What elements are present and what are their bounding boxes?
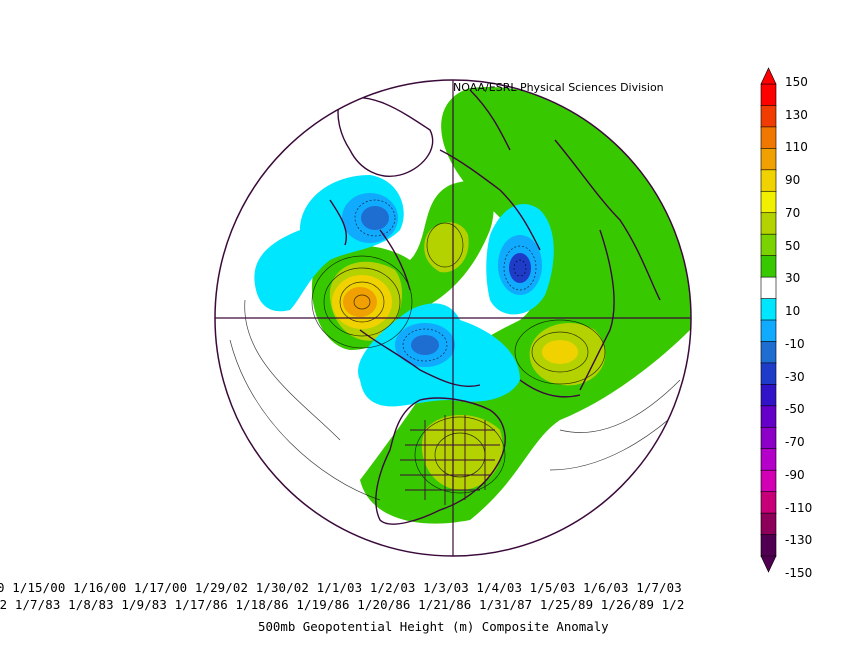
anomaly-core-yellow-2 <box>542 340 578 364</box>
composite-dates-row-2: 32 1/7/83 1/8/83 1/9/83 1/17/86 1/18/86 … <box>0 597 685 612</box>
colorbar-swatch <box>760 534 777 557</box>
colorbar-swatch <box>760 190 777 214</box>
colorbar-swatch <box>760 148 777 171</box>
colorbar-tick-label: -90 <box>785 467 805 482</box>
negative-contour-lines <box>354 199 537 362</box>
colorbar-tick-label: 150 <box>785 75 808 89</box>
colorbar-swatch <box>760 276 777 300</box>
coastlines <box>329 89 661 525</box>
colorbar-tick-label: 10 <box>785 304 801 319</box>
colorbar-min-arrow <box>760 555 777 573</box>
colorbar-tick-label: -50 <box>785 402 805 417</box>
colorbar-tick-label: -110 <box>785 500 813 515</box>
colorbar-swatch <box>760 105 777 128</box>
colorbar-swatch <box>760 491 777 514</box>
anomaly-negative-core-1 <box>361 206 389 230</box>
anomaly-negative-core-2 <box>411 335 439 355</box>
colorbar-tick-label: -150 <box>785 566 813 580</box>
colorbar-swatch <box>760 126 777 150</box>
anomaly-core-orange <box>343 287 377 317</box>
colorbar-swatch <box>760 255 777 278</box>
colorbar-tick-label: 110 <box>785 140 808 155</box>
colorbar-tick-label: 70 <box>785 205 801 220</box>
colorbar-tick-label: -130 <box>785 533 813 548</box>
colorbar-swatch <box>760 298 777 321</box>
colorbar-swatch <box>760 212 777 235</box>
colorbar-swatch <box>760 384 777 407</box>
colorbar-swatch <box>760 448 777 471</box>
anomaly-positive-northeast <box>360 87 691 524</box>
colorbar-swatch <box>760 426 777 450</box>
colorbar <box>760 67 777 573</box>
colorbar-tick-label: 50 <box>785 238 801 253</box>
map-disc <box>215 80 691 556</box>
map-boundary <box>214 79 692 557</box>
colorbar-swatch <box>760 233 777 257</box>
map-title: 500mb Geopotential Height (m) Composite … <box>258 619 609 634</box>
colorbar-tick-label: 90 <box>785 173 801 188</box>
colorbar-swatch <box>760 405 777 429</box>
credit-label: NOAA/ESRL Physical Sciences Division <box>453 81 664 94</box>
colorbar-tick-label: -10 <box>785 336 805 351</box>
anomaly-negative-core-3 <box>509 253 531 283</box>
colorbar-swatch <box>760 169 777 193</box>
colorbar-swatch <box>760 469 777 493</box>
anomaly-positive-inner-2 <box>424 222 469 273</box>
composite-dates-row-1: 0 1/15/00 1/16/00 1/17/00 1/29/02 1/30/0… <box>0 580 682 595</box>
colorbar-swatch <box>760 512 777 536</box>
colorbar-tick-label: 30 <box>785 271 801 286</box>
colorbar-max-arrow <box>760 67 777 85</box>
colorbar-swatch <box>760 341 777 364</box>
anomaly-positive-inner-4 <box>421 415 503 490</box>
colorbar-swatch <box>760 362 777 386</box>
colorbar-tick-label: 130 <box>785 107 808 122</box>
colorbar-tick-label: -70 <box>785 435 805 450</box>
colorbar-swatch <box>760 83 777 107</box>
colorbar-tick-label: -30 <box>785 369 805 384</box>
colorbar-swatch <box>760 319 777 343</box>
contour-lines <box>229 222 691 501</box>
